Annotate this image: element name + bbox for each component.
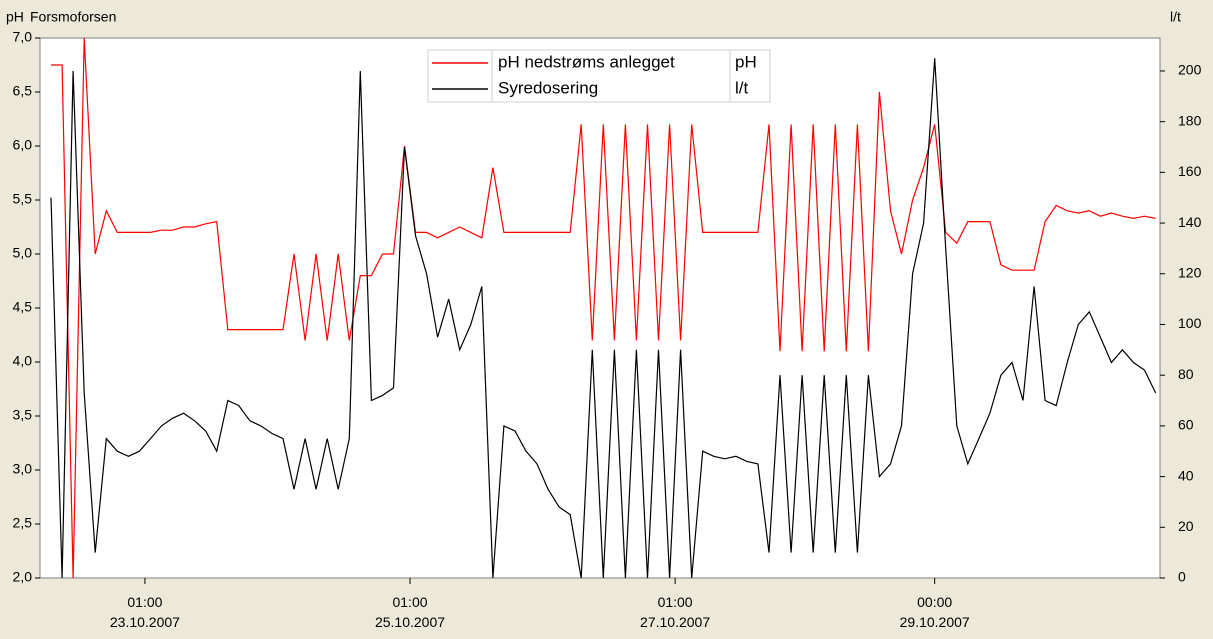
- series-line: [51, 37, 1156, 579]
- legend-label: pH nedstrøms anlegget: [498, 52, 675, 71]
- x-tick-label: 00:00 29.10.2007: [899, 594, 970, 630]
- y2-tick-label: 80: [1178, 366, 1194, 382]
- y2-tick-label: 60: [1178, 417, 1194, 433]
- y2-tick-label: 100: [1178, 315, 1202, 331]
- y-tick-label: 7,0: [13, 29, 33, 45]
- y2-tick-label: 20: [1178, 518, 1194, 534]
- plot-area: [39, 37, 1161, 579]
- y2-tick-label: 140: [1178, 214, 1202, 230]
- chart-title: Forsmoforsen: [30, 9, 116, 25]
- y-tick-label: 3,5: [13, 407, 33, 423]
- y-tick-label: 3,0: [13, 461, 33, 477]
- y2-tick-label: 160: [1178, 163, 1202, 179]
- y-tick-label: 6,5: [13, 83, 33, 99]
- y-tick-label: 4,5: [13, 299, 33, 315]
- y2-tick-label: 40: [1178, 467, 1194, 483]
- y2-tick-label: 0: [1178, 569, 1186, 585]
- y-tick-label: 4,0: [13, 353, 33, 369]
- y-tick-label: 2,0: [13, 569, 33, 585]
- legend-unit: pH: [735, 52, 757, 71]
- y-tick-label: 5,0: [13, 245, 33, 261]
- y-tick-label: 5,5: [13, 191, 33, 207]
- x-tick-label: 01:00 25.10.2007: [374, 594, 446, 630]
- y-axis-label: pH: [6, 9, 24, 25]
- y-tick-label: 2,5: [13, 515, 33, 531]
- legend-box: [427, 49, 771, 103]
- y-tick-label: 6,0: [13, 137, 33, 153]
- legend-label: Syredosering: [498, 78, 598, 97]
- y2-tick-label: 120: [1178, 264, 1202, 280]
- series-line: [50, 58, 1157, 579]
- y2-tick-label: 200: [1178, 62, 1202, 78]
- legend-unit: l/t: [735, 78, 749, 97]
- x-tick-label: 01:00 27.10.2007: [640, 594, 711, 630]
- y2-tick-label: 180: [1178, 112, 1202, 128]
- y2-axis-label: l/t: [1170, 9, 1181, 25]
- x-tick-label: 01:00 23.10.2007: [109, 594, 180, 630]
